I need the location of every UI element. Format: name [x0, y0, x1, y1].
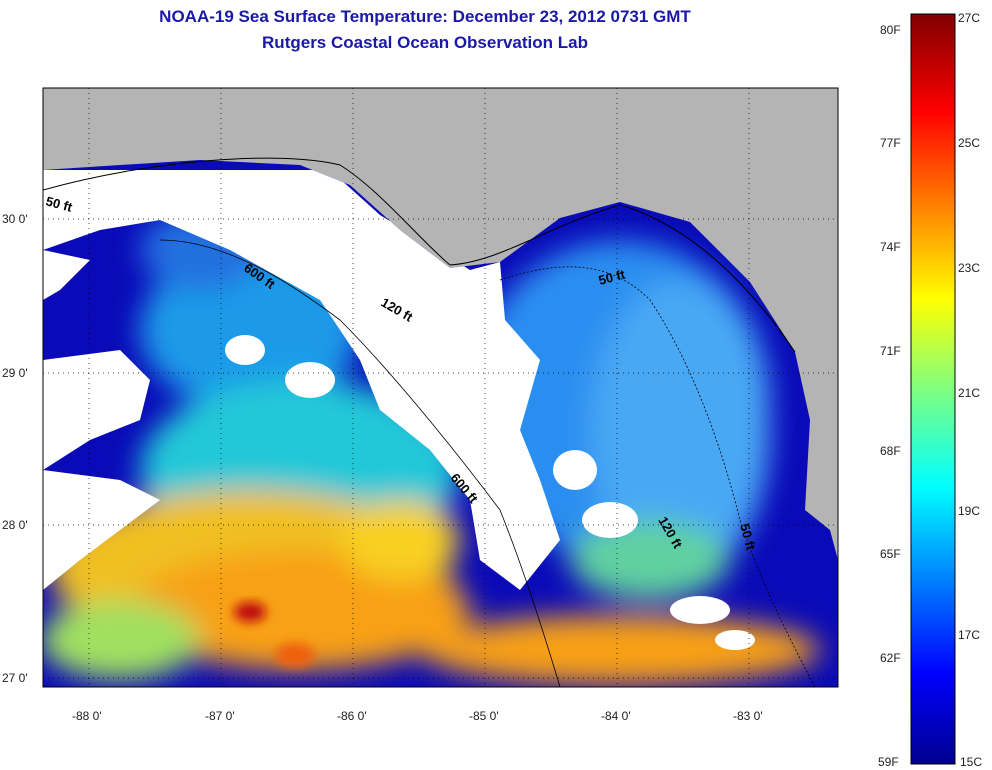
- lon-tick-label: -84 0': [601, 709, 631, 723]
- colorbar-c-label: 27C: [958, 11, 980, 25]
- colorbar-f-label: 65F: [880, 547, 901, 561]
- colorbar-c-label: 23C: [958, 261, 980, 275]
- lat-tick-label: 28 0': [2, 518, 28, 532]
- colorbar-f-label: 71F: [880, 344, 901, 358]
- colorbar-c-label: 15C: [960, 755, 982, 769]
- cloud-mask: [43, 170, 755, 650]
- colorbar-f-label: 80F: [880, 23, 901, 37]
- lon-tick-label: -87 0': [205, 709, 235, 723]
- lat-tick-label: 30 0': [2, 212, 28, 226]
- colorbar-c-label: 17C: [958, 628, 980, 642]
- lat-tick-label: 27 0': [2, 671, 28, 685]
- colorbar-scale: [910, 13, 956, 765]
- contour-label: 50 ft: [597, 266, 627, 288]
- colorbar-f-label: 74F: [880, 240, 901, 254]
- colorbar-f-label: 62F: [880, 651, 901, 665]
- contour-label: 50 ft: [737, 522, 759, 552]
- map-title: NOAA-19 Sea Surface Temperature: Decembe…: [159, 7, 691, 26]
- lon-tick-label: -88 0': [72, 709, 102, 723]
- colorbar-f-label: 59F: [878, 755, 899, 769]
- map-frame: [42, 87, 839, 688]
- lon-tick-label: -85 0': [469, 709, 499, 723]
- colorbar-c-label: 25C: [958, 136, 980, 150]
- lon-tick-label: -86 0': [337, 709, 367, 723]
- colorbar-f-label: 68F: [880, 444, 901, 458]
- coastline: [43, 157, 796, 353]
- colorbar: 80F 77F 74F 71F 68F 65F 62F 59F 27C 25C …: [878, 11, 982, 769]
- colorbar-c-label: 19C: [958, 504, 980, 518]
- colorbar-f-label: 77F: [880, 136, 901, 150]
- lon-axis: -88 0' -87 0' -86 0' -85 0' -84 0' -83 0…: [72, 709, 763, 723]
- lon-tick-label: -83 0': [733, 709, 763, 723]
- lat-axis: 30 0' 29 0' 28 0' 27 0': [2, 212, 28, 685]
- contour-label: 50 ft: [44, 193, 74, 215]
- map-subtitle: Rutgers Coastal Ocean Observation Lab: [262, 33, 588, 52]
- sea-surface: [43, 160, 838, 687]
- colorbar-c-label: 21C: [958, 386, 980, 400]
- lat-tick-label: 29 0': [2, 366, 28, 380]
- isobath-600ft: [159, 239, 561, 687]
